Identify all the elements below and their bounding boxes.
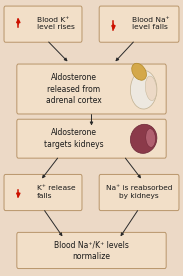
FancyBboxPatch shape (17, 232, 166, 269)
Text: Blood K⁺
level rises: Blood K⁺ level rises (37, 17, 74, 30)
Text: Aldosterone
released from
adrenal cortex: Aldosterone released from adrenal cortex (46, 73, 102, 105)
Ellipse shape (145, 76, 157, 100)
Ellipse shape (132, 63, 146, 80)
FancyBboxPatch shape (99, 6, 179, 42)
FancyBboxPatch shape (17, 64, 166, 114)
FancyBboxPatch shape (17, 119, 166, 158)
Ellipse shape (146, 129, 155, 147)
Text: Blood Na⁺
level falls: Blood Na⁺ level falls (132, 17, 169, 30)
Text: Na⁺ is reabsorbed
by kidneys: Na⁺ is reabsorbed by kidneys (106, 185, 172, 199)
Text: Blood Na⁺/K⁺ levels
normalize: Blood Na⁺/K⁺ levels normalize (54, 240, 129, 261)
FancyBboxPatch shape (4, 174, 82, 211)
Text: K⁺ release
falls: K⁺ release falls (37, 185, 75, 199)
Ellipse shape (130, 70, 157, 109)
Ellipse shape (130, 124, 157, 153)
FancyBboxPatch shape (4, 6, 82, 42)
Text: Aldosterone
targets kidneys: Aldosterone targets kidneys (44, 128, 104, 149)
FancyBboxPatch shape (99, 174, 179, 211)
